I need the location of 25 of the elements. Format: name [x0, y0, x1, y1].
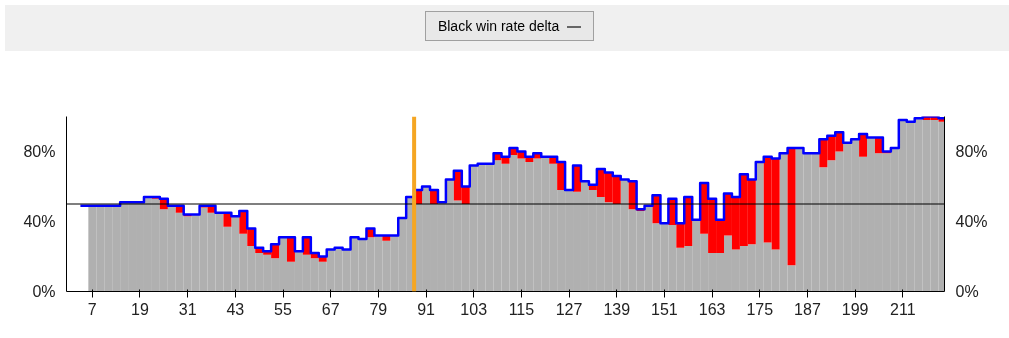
- x-tick-label: 151: [651, 300, 678, 318]
- x-tick-label: 127: [555, 300, 583, 318]
- y-tick-label: 40%: [23, 213, 56, 230]
- y2-tick-label: 40%: [955, 213, 988, 230]
- x-tick-label: 211: [890, 300, 916, 318]
- x-tick-label: 115: [508, 300, 535, 318]
- x-tick-label: 175: [746, 300, 774, 318]
- y2-tick-label: 0%: [955, 283, 979, 300]
- x-tick-label: 199: [841, 300, 869, 318]
- x-tick-label: 55: [274, 300, 293, 318]
- x-tick-label: 19: [131, 300, 149, 318]
- x-tick-label: 187: [794, 300, 821, 318]
- chart-title: Black win rate delta: [424, 11, 595, 41]
- x-tick-label: 103: [460, 300, 488, 318]
- x-tick-label: 31: [178, 300, 197, 318]
- x-tick-label: 163: [698, 300, 726, 318]
- x-tick-label: 139: [603, 300, 631, 318]
- x-tick-label: 91: [417, 300, 436, 318]
- x-tick-label: 67: [321, 300, 340, 318]
- y-tick-label: 80%: [23, 143, 56, 160]
- x-tick-label: 79: [369, 300, 388, 318]
- y-tick-label: 0%: [32, 283, 56, 300]
- y2-tick-label: 80%: [955, 143, 988, 160]
- x-tick-label: 43: [226, 300, 245, 318]
- x-tick-label: 7: [87, 300, 97, 318]
